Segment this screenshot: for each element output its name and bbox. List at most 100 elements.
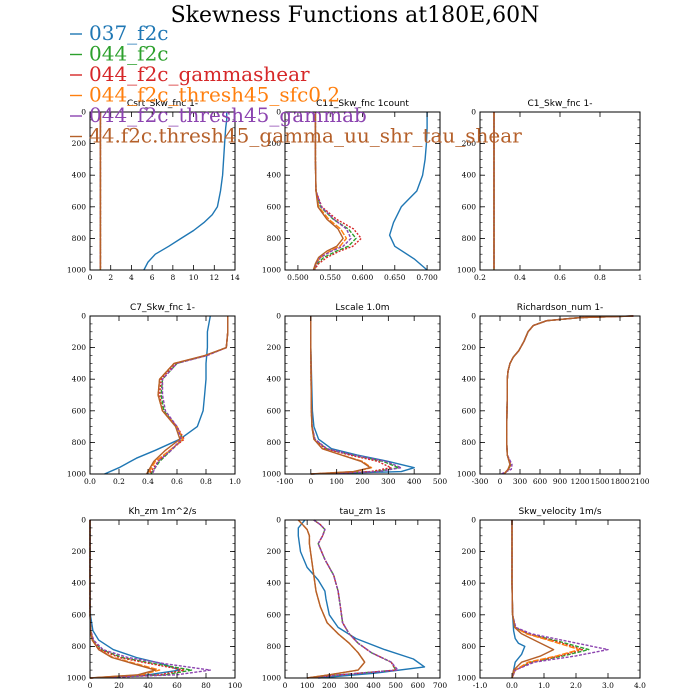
series-line <box>511 520 584 679</box>
y-tick-label: 200 <box>267 139 282 148</box>
x-tick-label: 0 <box>498 477 503 486</box>
x-tick-label: 100 <box>330 477 345 486</box>
series-line <box>310 316 400 475</box>
series-line <box>89 520 186 679</box>
panel-4: Lscale 1.0m 0 200 400 600 800 1000-100 0 100 200 3… <box>262 303 447 486</box>
panel-5: Richardson_num 1- 0 200 400 600 800 1000-300 0 3… <box>457 303 650 486</box>
series-line <box>503 315 634 475</box>
plot-frame <box>284 519 441 679</box>
x-tick-label: 40 <box>143 681 153 690</box>
series-group <box>511 520 609 679</box>
x-tick-label: 20 <box>114 681 124 690</box>
x-tick-label: -300 <box>472 477 489 486</box>
panel-8: Skw_velocity 1m/s 0 200 400 600 800 1000-1.0 0.… <box>457 507 646 690</box>
series-line <box>511 520 590 679</box>
series-line <box>89 520 157 679</box>
minor-ticks <box>285 315 440 475</box>
series-group <box>104 315 229 475</box>
y-tick-label: 1000 <box>457 266 476 275</box>
plot-frame <box>89 315 236 475</box>
y-tick-label: 0 <box>81 516 86 525</box>
panel-title: Lscale 1.0m <box>335 303 389 313</box>
x-tick-label: 900 <box>553 477 568 486</box>
x-tick-label: -1.0 <box>473 681 488 690</box>
plot-frame <box>284 315 441 475</box>
x-tick-label: 500 <box>433 477 448 486</box>
x-tick-label: 0.6 <box>554 273 566 282</box>
series-group <box>99 112 228 271</box>
x-tick-label: 0.4 <box>514 273 526 282</box>
series-line <box>148 316 229 475</box>
x-tick-label: 100 <box>228 681 243 690</box>
y-tick-label: 1000 <box>262 266 281 275</box>
x-tick-label: 2100 <box>630 477 649 486</box>
series-line <box>503 315 634 475</box>
x-tick-label: 0 <box>88 681 93 690</box>
x-tick-label: 4.0 <box>634 681 646 690</box>
x-tick-label: 0 <box>88 273 93 282</box>
series-line <box>310 316 392 475</box>
series-line <box>297 519 366 679</box>
series-line <box>511 520 609 679</box>
panel-title: Kh_zm 1m^2/s <box>129 507 197 517</box>
x-tick-label: 400 <box>366 681 381 690</box>
x-tick-label: 100 <box>300 681 315 690</box>
y-tick-label: 0 <box>276 108 281 117</box>
legend-label: 44.f2c.thresh45_gamma_uu_shr_tau_shear <box>89 124 522 148</box>
x-tick-label: 300 <box>381 477 396 486</box>
panel-title: C11_Skw_fnc 1count <box>316 99 409 109</box>
x-tick-label: 0.2 <box>474 273 486 282</box>
y-tick-label: 200 <box>267 343 282 352</box>
series-line <box>503 315 634 475</box>
legend-label: 044_f2c_gammashear <box>89 62 310 86</box>
x-tick-label: 60 <box>172 681 182 690</box>
panel-title: Skw_velocity 1m/s <box>518 507 601 517</box>
y-tick-label: 600 <box>267 610 282 619</box>
y-tick-label: 600 <box>72 610 87 619</box>
x-tick-label: -100 <box>277 477 294 486</box>
figure-title: Skewness Functions at180E,60N <box>171 3 540 28</box>
y-tick-label: 600 <box>267 406 282 415</box>
x-tick-label: 0.8 <box>200 477 212 486</box>
y-tick-label: 600 <box>72 406 87 415</box>
panel-title: Csrt_Skw_fnc 1- <box>127 99 198 109</box>
x-tick-label: 80 <box>201 681 211 690</box>
y-tick-label: 200 <box>72 139 87 148</box>
y-tick-label: 600 <box>462 610 477 619</box>
y-tick-label: 800 <box>267 438 282 447</box>
series-group <box>501 315 634 475</box>
series-line <box>511 520 526 679</box>
y-tick-label: 800 <box>462 438 477 447</box>
y-tick-label: 1000 <box>457 674 476 683</box>
series-line <box>501 315 634 475</box>
x-tick-label: 600 <box>533 477 548 486</box>
x-tick-label: 0 <box>283 681 288 690</box>
x-tick-label: 0.0 <box>84 477 96 486</box>
y-tick-label: 800 <box>462 234 477 243</box>
series-line <box>310 316 371 475</box>
y-tick-label: 800 <box>72 234 87 243</box>
y-tick-label: 200 <box>267 547 282 556</box>
y-tick-label: 400 <box>267 579 282 588</box>
x-tick-label: 1200 <box>570 477 589 486</box>
x-tick-label: 700 <box>433 681 448 690</box>
x-tick-label: 6 <box>150 273 155 282</box>
plot-frame <box>479 315 641 475</box>
series-line <box>503 315 634 475</box>
x-tick-label: 1.0 <box>229 477 241 486</box>
y-tick-label: 200 <box>72 547 87 556</box>
x-tick-label: 0.6 <box>171 477 183 486</box>
legend: 037_f2c044_f2c044_f2c_gammashear044_f2c_… <box>70 21 522 148</box>
series-line <box>297 519 426 679</box>
x-tick-label: 0.550 <box>319 273 341 282</box>
y-tick-label: 0 <box>471 516 476 525</box>
x-tick-label: 1 <box>638 273 643 282</box>
series-line <box>310 316 402 475</box>
series-group <box>89 520 212 679</box>
x-tick-label: 14 <box>230 273 240 282</box>
y-tick-label: 400 <box>72 579 87 588</box>
series-line <box>511 520 555 679</box>
